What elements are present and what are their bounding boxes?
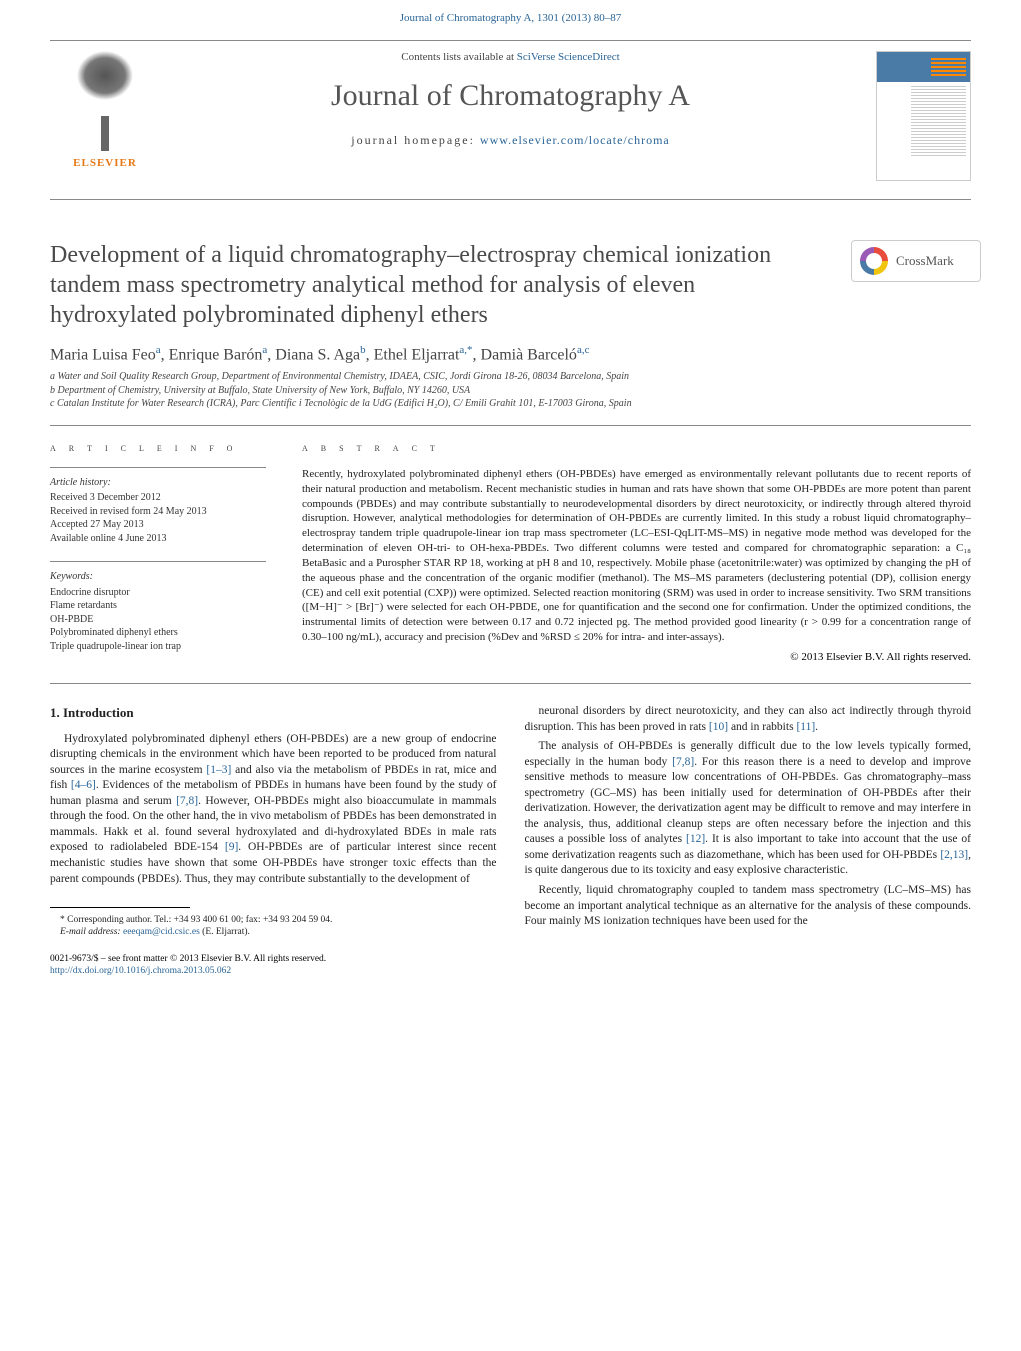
elsevier-logo: ELSEVIER bbox=[50, 51, 160, 181]
article-info-label: A R T I C L E I N F O bbox=[50, 440, 266, 455]
keyword-line: Endocrine disruptor bbox=[50, 586, 266, 600]
crossmark-icon bbox=[860, 247, 888, 275]
page-footer: 0021-9673/$ – see front matter © 2013 El… bbox=[50, 953, 971, 978]
body-column-right: neuronal disorders by direct neurotoxici… bbox=[525, 704, 972, 938]
ref-link[interactable]: [1–3] bbox=[206, 764, 231, 776]
ref-link[interactable]: [2,13] bbox=[940, 849, 968, 861]
top-citation: Journal of Chromatography A, 1301 (2013)… bbox=[0, 0, 1021, 32]
elsevier-tree-icon bbox=[60, 51, 150, 151]
sciencedirect-link[interactable]: SciVerse ScienceDirect bbox=[517, 51, 620, 63]
journal-name: Journal of Chromatography A bbox=[170, 79, 851, 113]
author-list: Maria Luisa Feoa, Enrique Baróna, Diana … bbox=[50, 344, 971, 364]
ref-link[interactable]: [9] bbox=[225, 841, 238, 853]
abstract-divider bbox=[50, 683, 971, 684]
ref-link[interactable]: [7,8] bbox=[176, 795, 198, 807]
article-title-text: Development of a liquid chromatography–e… bbox=[50, 242, 771, 328]
corr-author-line: * Corresponding author. Tel.: +34 93 400… bbox=[50, 914, 497, 926]
crossmark-label: CrossMark bbox=[896, 253, 954, 269]
text-run: . bbox=[815, 721, 818, 733]
abstract-copyright: © 2013 Elsevier B.V. All rights reserved… bbox=[302, 651, 971, 663]
article-info-column: A R T I C L E I N F O Article history: R… bbox=[50, 426, 290, 670]
keyword-line: Polybrominated diphenyl ethers bbox=[50, 626, 266, 640]
abstract-text: Recently, hydroxylated polybrominated di… bbox=[302, 467, 971, 645]
history-label: Article history: bbox=[50, 476, 266, 490]
affiliations: a Water and Soil Quality Research Group,… bbox=[50, 370, 971, 411]
journal-header: ELSEVIER Contents lists available at Sci… bbox=[50, 40, 971, 200]
history-line: Received 3 December 2012 bbox=[50, 491, 266, 505]
intro-paragraph-4: Recently, liquid chromatography coupled … bbox=[525, 883, 972, 930]
keywords-label: Keywords: bbox=[50, 570, 266, 584]
journal-homepage-line: journal homepage: www.elsevier.com/locat… bbox=[170, 133, 851, 148]
intro-paragraph-1: Hydroxylated polybrominated diphenyl eth… bbox=[50, 732, 497, 887]
history-line: Received in revised form 24 May 2013 bbox=[50, 505, 266, 519]
doi-link[interactable]: http://dx.doi.org/10.1016/j.chroma.2013.… bbox=[50, 966, 231, 976]
abstract-label: A B S T R A C T bbox=[302, 440, 971, 455]
keyword-line: OH-PBDE bbox=[50, 613, 266, 627]
homepage-link[interactable]: www.elsevier.com/locate/chroma bbox=[480, 133, 670, 147]
history-line: Available online 4 June 2013 bbox=[50, 532, 266, 546]
footnote-separator bbox=[50, 907, 190, 908]
homepage-prefix: journal homepage: bbox=[351, 133, 480, 147]
ref-link[interactable]: [12] bbox=[686, 833, 705, 845]
abstract-column: A B S T R A C T Recently, hydroxylated p… bbox=[290, 426, 971, 670]
issn-line: 0021-9673/$ – see front matter © 2013 El… bbox=[50, 953, 971, 965]
text-run: and in rabbits bbox=[728, 721, 796, 733]
article-history-block: Article history: Received 3 December 201… bbox=[50, 467, 266, 546]
corr-email-link[interactable]: eeeqam@cid.csic.es bbox=[123, 927, 200, 937]
intro-paragraph-2: neuronal disorders by direct neurotoxici… bbox=[525, 704, 972, 735]
intro-paragraph-3: The analysis of OH-PBDEs is generally di… bbox=[525, 739, 972, 879]
email-label: E-mail address: bbox=[60, 927, 123, 937]
crossmark-badge[interactable]: CrossMark bbox=[851, 240, 981, 282]
article-title: Development of a liquid chromatography–e… bbox=[50, 240, 971, 330]
email-paren: (E. Eljarrat). bbox=[200, 927, 250, 937]
keyword-line: Triple quadrupole-linear ion trap bbox=[50, 640, 266, 654]
keyword-line: Flame retardants bbox=[50, 599, 266, 613]
body-column-left: 1. Introduction Hydroxylated polybromina… bbox=[50, 704, 497, 938]
contents-prefix: Contents lists available at bbox=[401, 51, 516, 63]
ref-link[interactable]: [11] bbox=[796, 721, 815, 733]
affiliation-line: a Water and Soil Quality Research Group,… bbox=[50, 370, 971, 384]
corresponding-author-footnote: * Corresponding author. Tel.: +34 93 400… bbox=[50, 914, 497, 939]
publisher-name: ELSEVIER bbox=[73, 157, 137, 169]
intro-heading: 1. Introduction bbox=[50, 704, 497, 722]
history-line: Accepted 27 May 2013 bbox=[50, 518, 266, 532]
contents-available-line: Contents lists available at SciVerse Sci… bbox=[170, 51, 851, 63]
ref-link[interactable]: [7,8] bbox=[672, 756, 694, 768]
ref-link[interactable]: [4–6] bbox=[71, 779, 96, 791]
keywords-block: Keywords: Endocrine disruptorFlame retar… bbox=[50, 561, 266, 653]
journal-cover-thumbnail bbox=[876, 51, 971, 181]
affiliation-line: c Catalan Institute for Water Research (… bbox=[50, 397, 971, 411]
affiliation-line: b Department of Chemistry, University at… bbox=[50, 384, 971, 398]
ref-link[interactable]: [10] bbox=[709, 721, 728, 733]
